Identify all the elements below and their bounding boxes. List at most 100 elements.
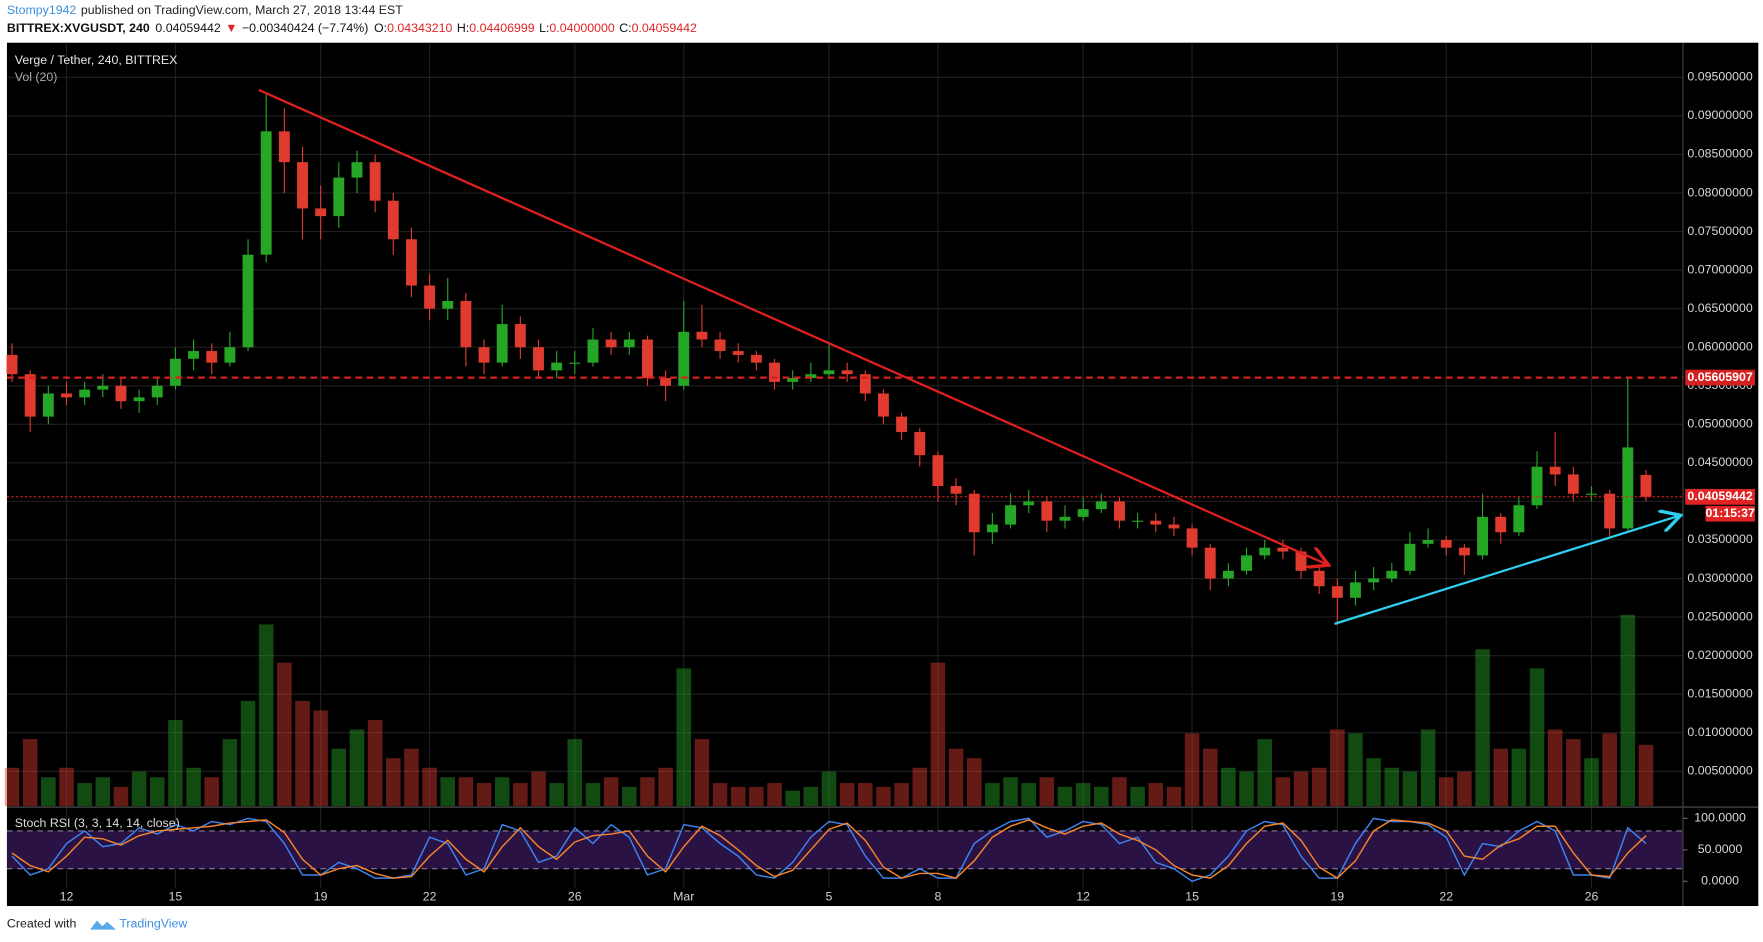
volume-bar — [313, 710, 328, 806]
volume-bar — [1457, 771, 1472, 806]
y-tick-label: 0.00500000 — [1687, 764, 1752, 778]
candle-body — [841, 370, 853, 375]
candle-body — [1259, 547, 1271, 556]
tradingview-logo — [90, 920, 116, 930]
price-label-box — [1685, 488, 1755, 505]
candle-body — [1277, 547, 1289, 552]
volume-bar — [1566, 739, 1581, 806]
candle-body — [1241, 555, 1252, 571]
symbol: BITTREX:XVGUSDT, 240 — [7, 21, 150, 35]
candle-body — [1331, 586, 1343, 598]
uptrend-line — [1334, 516, 1679, 625]
volume-bar — [658, 767, 673, 806]
price-label: 0.04059442 — [1687, 489, 1752, 503]
candle-body — [387, 200, 399, 240]
volume-bar — [513, 783, 528, 806]
volume-bar — [1366, 758, 1381, 806]
volume-bar — [22, 739, 38, 806]
volume-bar — [1529, 668, 1545, 806]
candle-body — [732, 351, 744, 355]
volume-bar — [622, 786, 637, 806]
candle-body — [1132, 520, 1144, 522]
candle-body — [1531, 466, 1543, 506]
candle-body — [24, 374, 36, 417]
x-tick-label: 26 — [568, 889, 582, 903]
candle-body — [1477, 516, 1489, 556]
volume-title: Vol (20) — [15, 70, 58, 84]
candle-body — [896, 416, 908, 433]
volume-bar — [640, 777, 655, 806]
candle-body — [1513, 505, 1525, 533]
candle-body — [769, 362, 780, 382]
candle-body — [1041, 501, 1053, 521]
candle-body — [460, 300, 472, 348]
candle-body — [442, 300, 454, 309]
volume-bar — [712, 783, 728, 806]
candle-body — [1422, 539, 1434, 544]
candle-body — [696, 331, 708, 340]
candle-body — [79, 389, 91, 398]
volume-bar — [1384, 767, 1400, 806]
volume-bar — [295, 700, 310, 806]
y-tick-label: 0.01000000 — [1687, 725, 1752, 739]
x-tick-label: 26 — [1585, 889, 1599, 903]
ohlc-value: 0.04059442 — [632, 21, 697, 35]
candle-body — [1495, 516, 1507, 533]
volume-bar — [59, 767, 74, 806]
candle-body — [133, 397, 145, 402]
candle-body — [1404, 543, 1416, 571]
volume-bar — [422, 767, 437, 806]
footer-brand[interactable]: TradingView — [119, 916, 187, 930]
candle-body — [1549, 466, 1561, 475]
candle-body — [1622, 447, 1634, 529]
volume-bar — [1547, 729, 1563, 806]
candle-body — [714, 339, 726, 352]
candle-body — [932, 455, 944, 487]
volume-bar — [4, 767, 20, 806]
candle-body — [478, 347, 490, 363]
candle-body — [587, 339, 599, 363]
candle-body — [405, 239, 417, 286]
countdown-box — [1705, 505, 1755, 522]
x-tick-label: Mar — [673, 889, 694, 903]
published: published on TradingView.com, March 27, … — [81, 4, 403, 18]
candle-body — [1386, 570, 1398, 579]
candle-body — [242, 254, 254, 348]
volume-bar — [186, 767, 201, 806]
stoch-band — [6, 830, 1683, 869]
volume-bar — [113, 786, 129, 806]
author[interactable]: Stompy1942 — [7, 4, 77, 18]
y-tick-label: 0.01500000 — [1687, 686, 1752, 700]
y-tick-label: 0.08500000 — [1687, 147, 1752, 161]
volume-bar — [1493, 748, 1508, 806]
x-tick-label: 22 — [423, 889, 437, 903]
candle-body — [678, 331, 690, 386]
x-tick-label: 19 — [314, 889, 328, 903]
candle-body — [1586, 493, 1597, 495]
candle-body — [424, 285, 436, 309]
candle-body — [1059, 516, 1071, 521]
volume-bar — [1638, 744, 1654, 806]
volume-bar — [77, 783, 92, 806]
volume-bar — [1166, 786, 1182, 806]
change-arrow: ▼ — [225, 21, 237, 35]
candle-body — [1313, 570, 1325, 587]
candle-body — [61, 393, 72, 398]
x-tick-label: 12 — [1076, 889, 1090, 903]
chart-title: Verge / Tether, 240, BITTREX — [15, 53, 178, 67]
volume-bar — [603, 777, 619, 806]
candle-body — [750, 354, 762, 363]
price-label-box — [1685, 369, 1755, 386]
volume-bar — [1475, 649, 1490, 806]
volume-bar — [1148, 783, 1164, 806]
candle-body — [914, 432, 926, 456]
y-tick-label: 0.06000000 — [1687, 339, 1752, 353]
candle-body — [1222, 570, 1234, 579]
price-label: 0.05605907 — [1687, 370, 1752, 384]
candle-body — [551, 362, 563, 371]
ohlc-label: L: — [539, 21, 549, 35]
volume-bar — [204, 777, 219, 806]
volume-bar — [549, 783, 564, 806]
stoch-line — [11, 819, 1647, 880]
volume-bar — [367, 719, 383, 806]
